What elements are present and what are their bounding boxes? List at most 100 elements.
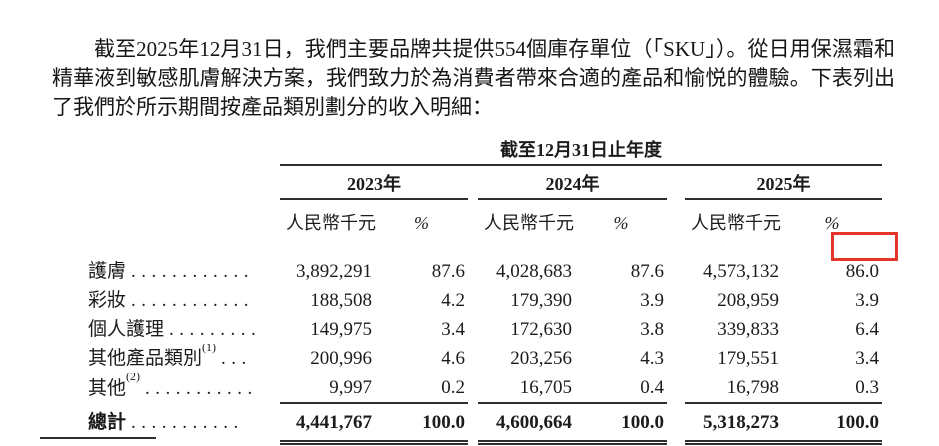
spacer-row [88,235,882,257]
row-label: 護膚 [88,261,127,282]
total-2024-amount: 4,600,664 [478,403,575,445]
amount-header-2023: 人民幣千元 [286,213,376,233]
footnote-marker: (1) [202,344,217,354]
gutter [667,344,685,373]
gutter [667,199,685,235]
cell-value: 4,573,132 [703,261,779,282]
gutter [468,199,478,235]
cell-value: 4.3 [640,348,664,369]
dot-leader: ... [221,348,252,369]
dot-leader: ......... [169,319,262,340]
table-row: 彩妝............ 188,508 4.2 179,390 3.9 208,95… [88,286,882,315]
cell-value: 16,798 [685,373,782,404]
cell-value: 3.8 [640,319,664,340]
footnote-marker: (2) [126,373,141,384]
cell-value: 0.4 [575,373,667,404]
intro-paragraph: 截至2025年12月31日，我們主要品牌共提供554個庫存單位（「SKU」）。從… [52,37,895,119]
row-label-cell: 其他(2)........... [88,373,280,403]
cell-value: 172,630 [510,319,572,340]
highlight-box [831,232,898,261]
table-row: 其他產品類別(1)... 200,996 4.6 203,256 4.3 179,551 3… [88,344,882,373]
revenue-by-category-table: 截至12月31日止年度 2023年 2024年 2025年 人民幣千元 % 人民… [88,132,882,445]
percent-header-2025: % [824,213,840,233]
cell-value: 6.4 [855,319,879,340]
row-label: 其他產品類別 [88,348,203,369]
row-label-cell: 彩妝............ [88,286,280,315]
row-label-cell: 護膚............ [88,257,280,286]
gutter [667,373,685,403]
gutter [667,165,685,199]
cell-value: 9,997 [280,373,375,404]
year-header-row: 2023年 2024年 2025年 [88,165,882,200]
dot-leader: ........... [145,377,258,399]
year-header-2025: 2025年 [685,165,882,200]
cell-value: 3.9 [855,290,879,311]
footnote-separator-line [40,437,156,439]
cell-value: 4.6 [441,348,465,369]
gutter [667,286,685,315]
cell-value: 0.3 [782,373,882,404]
table-row: 其他(2)........... 9,997 0.2 16,705 0.4 16,798 0… [88,373,882,404]
cell-value: 4.2 [441,290,465,311]
cell-value: 4,028,683 [496,261,572,282]
row-label: 其他 [88,377,127,399]
cell-value: 3.9 [640,290,664,311]
cell-value: 203,256 [510,348,572,369]
period-header: 截至12月31日止年度 [280,132,882,166]
row-label-cell: 其他產品類別(1)... [88,344,280,373]
total-2025-percent: 100.0 [782,403,882,445]
table-row: 個人護理......... 149,975 3.4 172,630 3.8 339,833… [88,315,882,344]
cell-value: 208,959 [717,290,779,311]
cell-value: 86.0 [845,261,879,282]
cell-value: 87.6 [630,261,664,282]
gutter [667,257,685,286]
gutter [468,257,478,286]
year-header-2023: 2023年 [280,165,468,200]
cell-value: 188,508 [310,290,372,311]
gutter [468,344,478,373]
gutter [468,165,478,199]
gutter [468,286,478,315]
total-row: 總計........... 4,441,767 100.0 4,600,664 … [88,403,882,445]
period-header-row: 截至12月31日止年度 [88,132,882,166]
sub-header-row: 人民幣千元 % 人民幣千元 % 人民幣千元 % [88,199,882,235]
total-label-cell: 總計........... [88,403,280,443]
gutter [468,403,478,443]
cell-value: 0.2 [375,373,468,404]
cell-value: 3,892,291 [296,261,372,282]
cell-value: 149,975 [310,319,372,340]
total-label: 總計 [88,412,127,434]
empty-cell [88,199,280,235]
cell-value: 179,551 [717,348,779,369]
cell-value: 200,996 [310,348,372,369]
gutter [468,373,478,403]
percent-header-2023: % [414,213,429,233]
total-2024-percent: 100.0 [575,403,667,445]
cell-value: 3.4 [441,319,465,340]
table-body: 護膚............ 3,892,291 87.6 4,028,683 87.6… [88,257,882,404]
amount-header-2025: 人民幣千元 [691,213,781,233]
empty-cell [88,165,280,199]
total-2025-amount: 5,318,273 [685,403,782,445]
year-header-2024: 2024年 [478,165,667,200]
row-label: 個人護理 [88,319,165,340]
cell-value: 339,833 [717,319,779,340]
table-row: 護膚............ 3,892,291 87.6 4,028,683 87.6… [88,257,882,286]
dot-leader: ............ [131,290,255,311]
total-2023-amount: 4,441,767 [280,403,375,445]
row-label: 彩妝 [88,290,127,311]
total-2023-percent: 100.0 [375,403,468,445]
cell-value: 3.4 [855,348,879,369]
cell-value: 179,390 [510,290,572,311]
cell-value: 16,705 [478,373,575,404]
percent-header-2024: % [613,213,629,233]
dot-leader: ........... [131,412,244,434]
empty-cell [88,132,280,165]
gutter [667,315,685,344]
gutter [468,315,478,344]
dot-leader: ............ [131,261,255,282]
row-label-cell: 個人護理......... [88,315,280,344]
gutter [667,403,685,443]
cell-value: 87.6 [431,261,465,282]
